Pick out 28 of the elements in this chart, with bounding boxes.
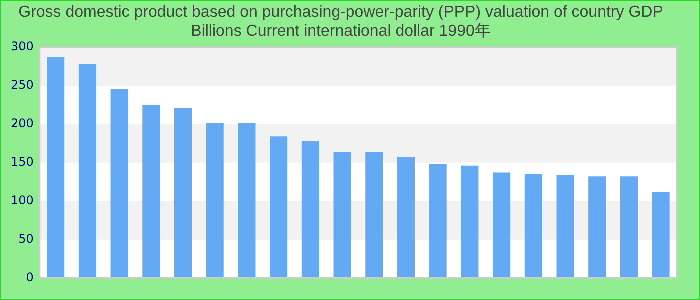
bar <box>302 141 320 278</box>
y-tick-label: 250 <box>11 78 34 92</box>
bar <box>142 105 160 278</box>
y-tick-label: 150 <box>11 154 34 169</box>
bar <box>556 175 574 278</box>
bar <box>524 174 542 278</box>
bar <box>397 157 415 278</box>
bar <box>620 176 638 278</box>
bar <box>366 152 384 278</box>
bar <box>429 164 447 278</box>
y-tick-label: 300 <box>11 40 34 54</box>
bar <box>78 64 96 278</box>
bar <box>270 136 288 278</box>
y-tick-label: 50 <box>18 232 34 246</box>
bar <box>47 57 65 278</box>
bar <box>493 172 511 278</box>
bar <box>174 108 192 278</box>
bar <box>206 124 224 278</box>
bar <box>110 88 128 278</box>
y-tick-label: 100 <box>11 193 34 208</box>
bar <box>588 176 606 278</box>
y-tick-label: 200 <box>11 116 34 130</box>
bar <box>238 124 256 278</box>
bar <box>334 152 352 278</box>
bar <box>652 192 670 278</box>
chart-title: Gross domestic product based on purchasing-power-parity (PPP) valuation of country GDP Billions Current international dollar 1990年 <box>18 4 664 40</box>
bar <box>461 166 479 278</box>
y-tick-label: 0 <box>26 270 34 284</box>
